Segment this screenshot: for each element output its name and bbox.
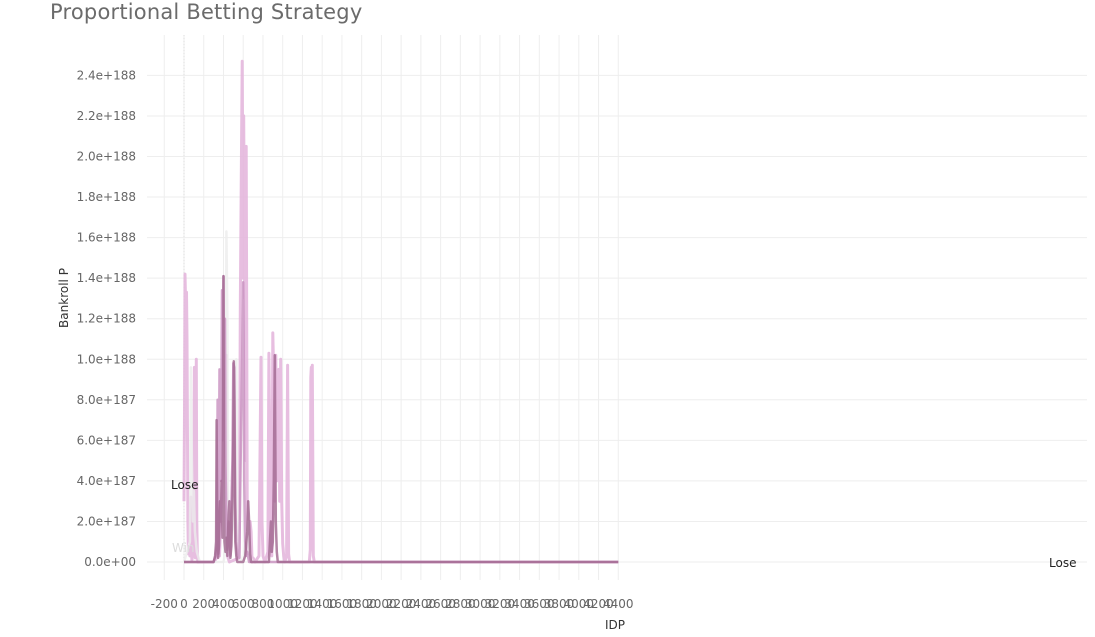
x-axis-title: IDP bbox=[605, 618, 625, 632]
x-tick-label: 4400 bbox=[603, 597, 634, 611]
y-tick-label: 1.6e+188 bbox=[77, 231, 136, 245]
x-tick-label: 800 bbox=[252, 597, 275, 611]
y-tick-label: 0.0e+00 bbox=[84, 555, 136, 569]
x-tick-label: 600 bbox=[232, 597, 255, 611]
annotation-layer: Lose Win Lose bbox=[171, 478, 1076, 570]
y-tick-label: 1.4e+188 bbox=[77, 271, 136, 285]
y-tick-label: 1.2e+188 bbox=[77, 312, 136, 326]
x-tick-label: 2800 bbox=[445, 597, 476, 611]
y-tick-label: 4.0e+187 bbox=[77, 474, 136, 488]
y-tick-label: 1.0e+188 bbox=[77, 352, 136, 366]
x-tick-label: 400 bbox=[212, 597, 235, 611]
x-tick-label: 4200 bbox=[583, 597, 614, 611]
x-tick-label: -200 bbox=[151, 597, 178, 611]
x-tick-label: 1400 bbox=[307, 597, 338, 611]
x-tick-label: 1800 bbox=[346, 597, 377, 611]
x-tick-label: 3200 bbox=[485, 597, 516, 611]
x-tick-label: 3600 bbox=[524, 597, 555, 611]
x-tick-label: 1200 bbox=[287, 597, 318, 611]
x-tick-label: 2000 bbox=[366, 597, 397, 611]
y-axis-title: Bankroll P bbox=[57, 268, 71, 328]
annotation-label: Lose bbox=[171, 478, 198, 492]
y-tick-label: 2.2e+188 bbox=[77, 109, 136, 123]
annotation-label: Win bbox=[172, 541, 195, 555]
chart-title: Proportional Betting Strategy bbox=[50, 0, 363, 24]
annotation-label: Lose bbox=[1049, 556, 1076, 570]
y-tick-label: 1.8e+188 bbox=[77, 190, 136, 204]
x-tick-label: 2400 bbox=[406, 597, 437, 611]
x-tick-label: 3800 bbox=[544, 597, 575, 611]
x-tick-layer: -200 0 20040060080010001200140016001800200… bbox=[151, 597, 634, 611]
y-tick-label: 2.0e+188 bbox=[77, 150, 136, 164]
x-tick-label: 2200 bbox=[386, 597, 417, 611]
x-tick-label: 3400 bbox=[504, 597, 535, 611]
x-tick-label: 1000 bbox=[267, 597, 298, 611]
y-tick-layer: 0.0e+00 2.0e+187 4.0e+187 6.0e+187 8.0e+187 1… bbox=[77, 68, 136, 569]
x-tick-label: 4000 bbox=[564, 597, 595, 611]
series-line bbox=[184, 274, 619, 564]
y-tick-label: 2.4e+188 bbox=[77, 68, 136, 82]
series-line bbox=[182, 59, 619, 564]
y-tick-label: 6.0e+187 bbox=[77, 433, 136, 447]
x-tick-label: 0 bbox=[180, 597, 188, 611]
x-tick-label: 1600 bbox=[327, 597, 358, 611]
y-tick-label: 8.0e+187 bbox=[77, 393, 136, 407]
series-layer bbox=[182, 59, 619, 564]
x-tick-label: 2600 bbox=[425, 597, 456, 611]
y-tick-label: 2.0e+187 bbox=[77, 514, 136, 528]
x-tick-label: 200 bbox=[192, 597, 215, 611]
x-tick-label: 3000 bbox=[465, 597, 496, 611]
